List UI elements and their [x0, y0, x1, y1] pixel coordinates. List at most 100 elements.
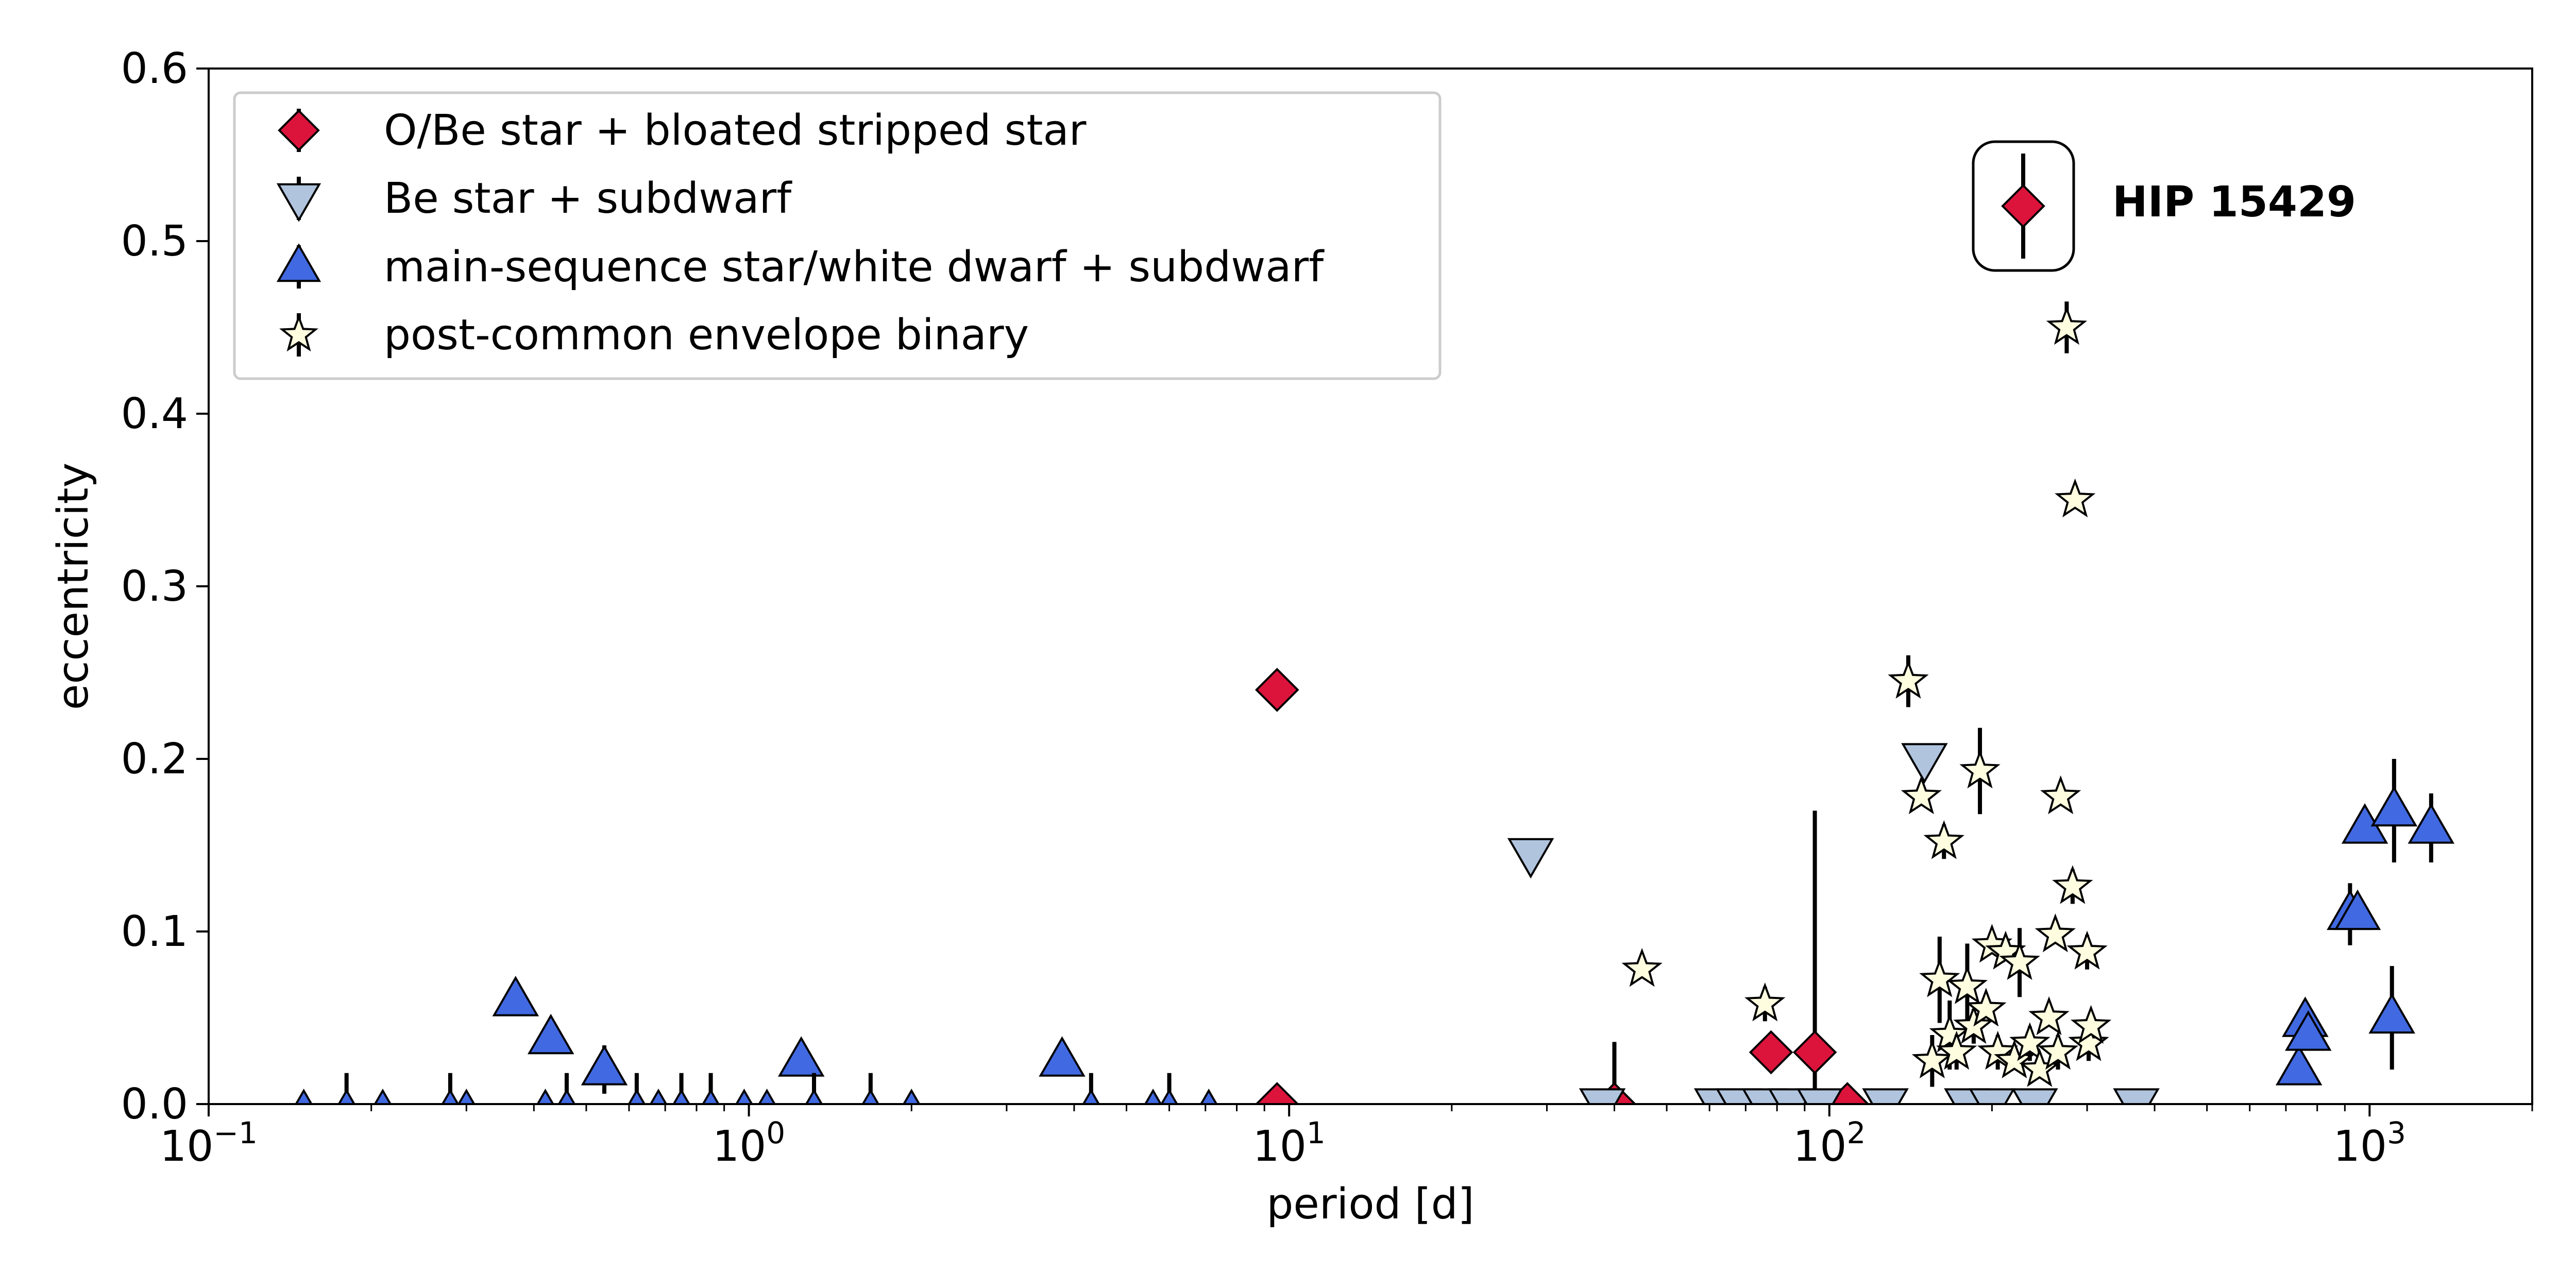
data-point: [1160, 1088, 1178, 1104]
data-point: [672, 1088, 690, 1104]
data-point: [628, 1088, 646, 1104]
data-point: [1901, 775, 1942, 815]
x-tick-label: 102: [1793, 1115, 1866, 1171]
data-point: [1946, 965, 1988, 1004]
series-3: [295, 759, 2455, 1104]
data-point: [441, 1088, 460, 1104]
data-point: [2408, 803, 2455, 844]
legend-marker: [278, 109, 320, 151]
data-marks: [295, 301, 2455, 1104]
data-point: [1749, 1030, 1793, 1075]
data-point: [2066, 930, 2108, 970]
data-point: [1621, 947, 1663, 987]
data-point: [337, 1088, 355, 1104]
y-tick-label: 0.3: [121, 562, 188, 611]
data-point: [1579, 1088, 1626, 1104]
data-point: [2275, 1044, 2323, 1086]
data-point: [2046, 306, 2088, 345]
y-tick-label: 0.0: [121, 1080, 188, 1129]
data-point: [805, 1088, 823, 1104]
x-tick-label: 103: [2333, 1115, 2406, 1171]
data-point: [2285, 1010, 2332, 1051]
data-point: [1888, 659, 1929, 699]
x-tick-label: 101: [1253, 1115, 1326, 1171]
data-point: [2370, 786, 2418, 827]
data-point: [1744, 982, 1786, 1022]
legend: O/Be star + bloated stripped star Be star…: [233, 91, 1442, 380]
data-point: [1977, 1030, 2019, 1070]
legend-label: main-sequence star/white dwarf + subdwar…: [384, 243, 1325, 292]
legend-entry-4: post-common envelope binary: [279, 311, 1029, 360]
data-point: [1999, 941, 2040, 980]
annotation-hip-15429: HIP 15429: [1972, 140, 2356, 272]
data-point: [777, 1036, 825, 1077]
legend-entry-1: O/Be star + bloated stripped star: [278, 106, 1087, 155]
legend-entry-2: Be star + subdwarf: [276, 174, 792, 223]
data-point: [1936, 1030, 1977, 1070]
data-point: [2070, 1005, 2112, 1044]
x-axis-ticks: 10−1 100 101 102 103: [160, 1104, 2533, 1171]
data-point: [1862, 1088, 1909, 1104]
series-1: [1255, 668, 1870, 1104]
data-point: [1082, 1088, 1100, 1104]
legend-entry-3: main-sequence star/white dwarf + subdwar…: [276, 243, 1325, 292]
data-point: [1929, 1013, 1970, 1053]
data-point: [1953, 1005, 1994, 1044]
data-point: [2334, 889, 2381, 930]
data-point: [581, 1044, 628, 1086]
y-tick-label: 0.1: [121, 907, 188, 956]
annotation-label: HIP 15429: [2112, 178, 2356, 227]
data-point: [1796, 1088, 1843, 1104]
data-point: [1792, 1030, 1837, 1075]
data-point: [295, 1088, 313, 1104]
data-point: [1255, 668, 1299, 712]
data-point: [1144, 1088, 1162, 1104]
data-point: [1911, 1039, 1953, 1079]
legend-label: post-common envelope binary: [384, 311, 1029, 360]
data-point: [758, 1088, 776, 1104]
legend-marker: [276, 243, 321, 282]
x-axis-label: period [d]: [1266, 1180, 1474, 1229]
legend-label: Be star + subdwarf: [384, 174, 792, 223]
data-point: [527, 1013, 574, 1055]
x-tick-label: 100: [713, 1115, 785, 1171]
data-point: [1965, 988, 2007, 1027]
data-point: [374, 1088, 392, 1104]
y-tick-label: 0.5: [121, 217, 188, 266]
data-point: [2040, 775, 2081, 815]
data-point: [2068, 1022, 2109, 1061]
legend-marker: [279, 314, 318, 352]
data-point: [2035, 913, 2076, 953]
data-point: [2011, 1088, 2058, 1104]
data-point: [1199, 1088, 1218, 1104]
series-4: [1621, 301, 2112, 1087]
y-tick-label: 0.4: [121, 389, 188, 438]
y-tick-label: 0.6: [121, 44, 188, 93]
data-point: [1923, 820, 1964, 859]
x-tick-label: 10−1: [160, 1115, 258, 1171]
data-point: [2052, 865, 2093, 904]
y-axis-label: eccentricity: [49, 463, 98, 710]
data-point: [902, 1088, 921, 1104]
data-point: [735, 1088, 753, 1104]
data-point: [557, 1088, 576, 1104]
data-point: [2368, 993, 2415, 1034]
series-2: [1507, 743, 2160, 1104]
legend-marker: [276, 183, 321, 222]
legend-frame: [233, 91, 1442, 380]
data-point: [1507, 838, 1554, 879]
data-point: [2055, 478, 2096, 518]
data-point: [2037, 1030, 2079, 1070]
data-point: [457, 1088, 476, 1104]
data-point: [536, 1088, 554, 1104]
data-point: [1919, 958, 1960, 997]
data-point: [2028, 996, 2070, 1036]
data-point: [2009, 1022, 2050, 1061]
annotation-marker: [2001, 184, 2045, 228]
data-point: [1994, 1039, 2035, 1079]
data-point: [1959, 749, 2001, 789]
data-point: [1039, 1036, 1086, 1077]
data-point: [492, 975, 539, 1016]
data-point: [702, 1088, 720, 1104]
